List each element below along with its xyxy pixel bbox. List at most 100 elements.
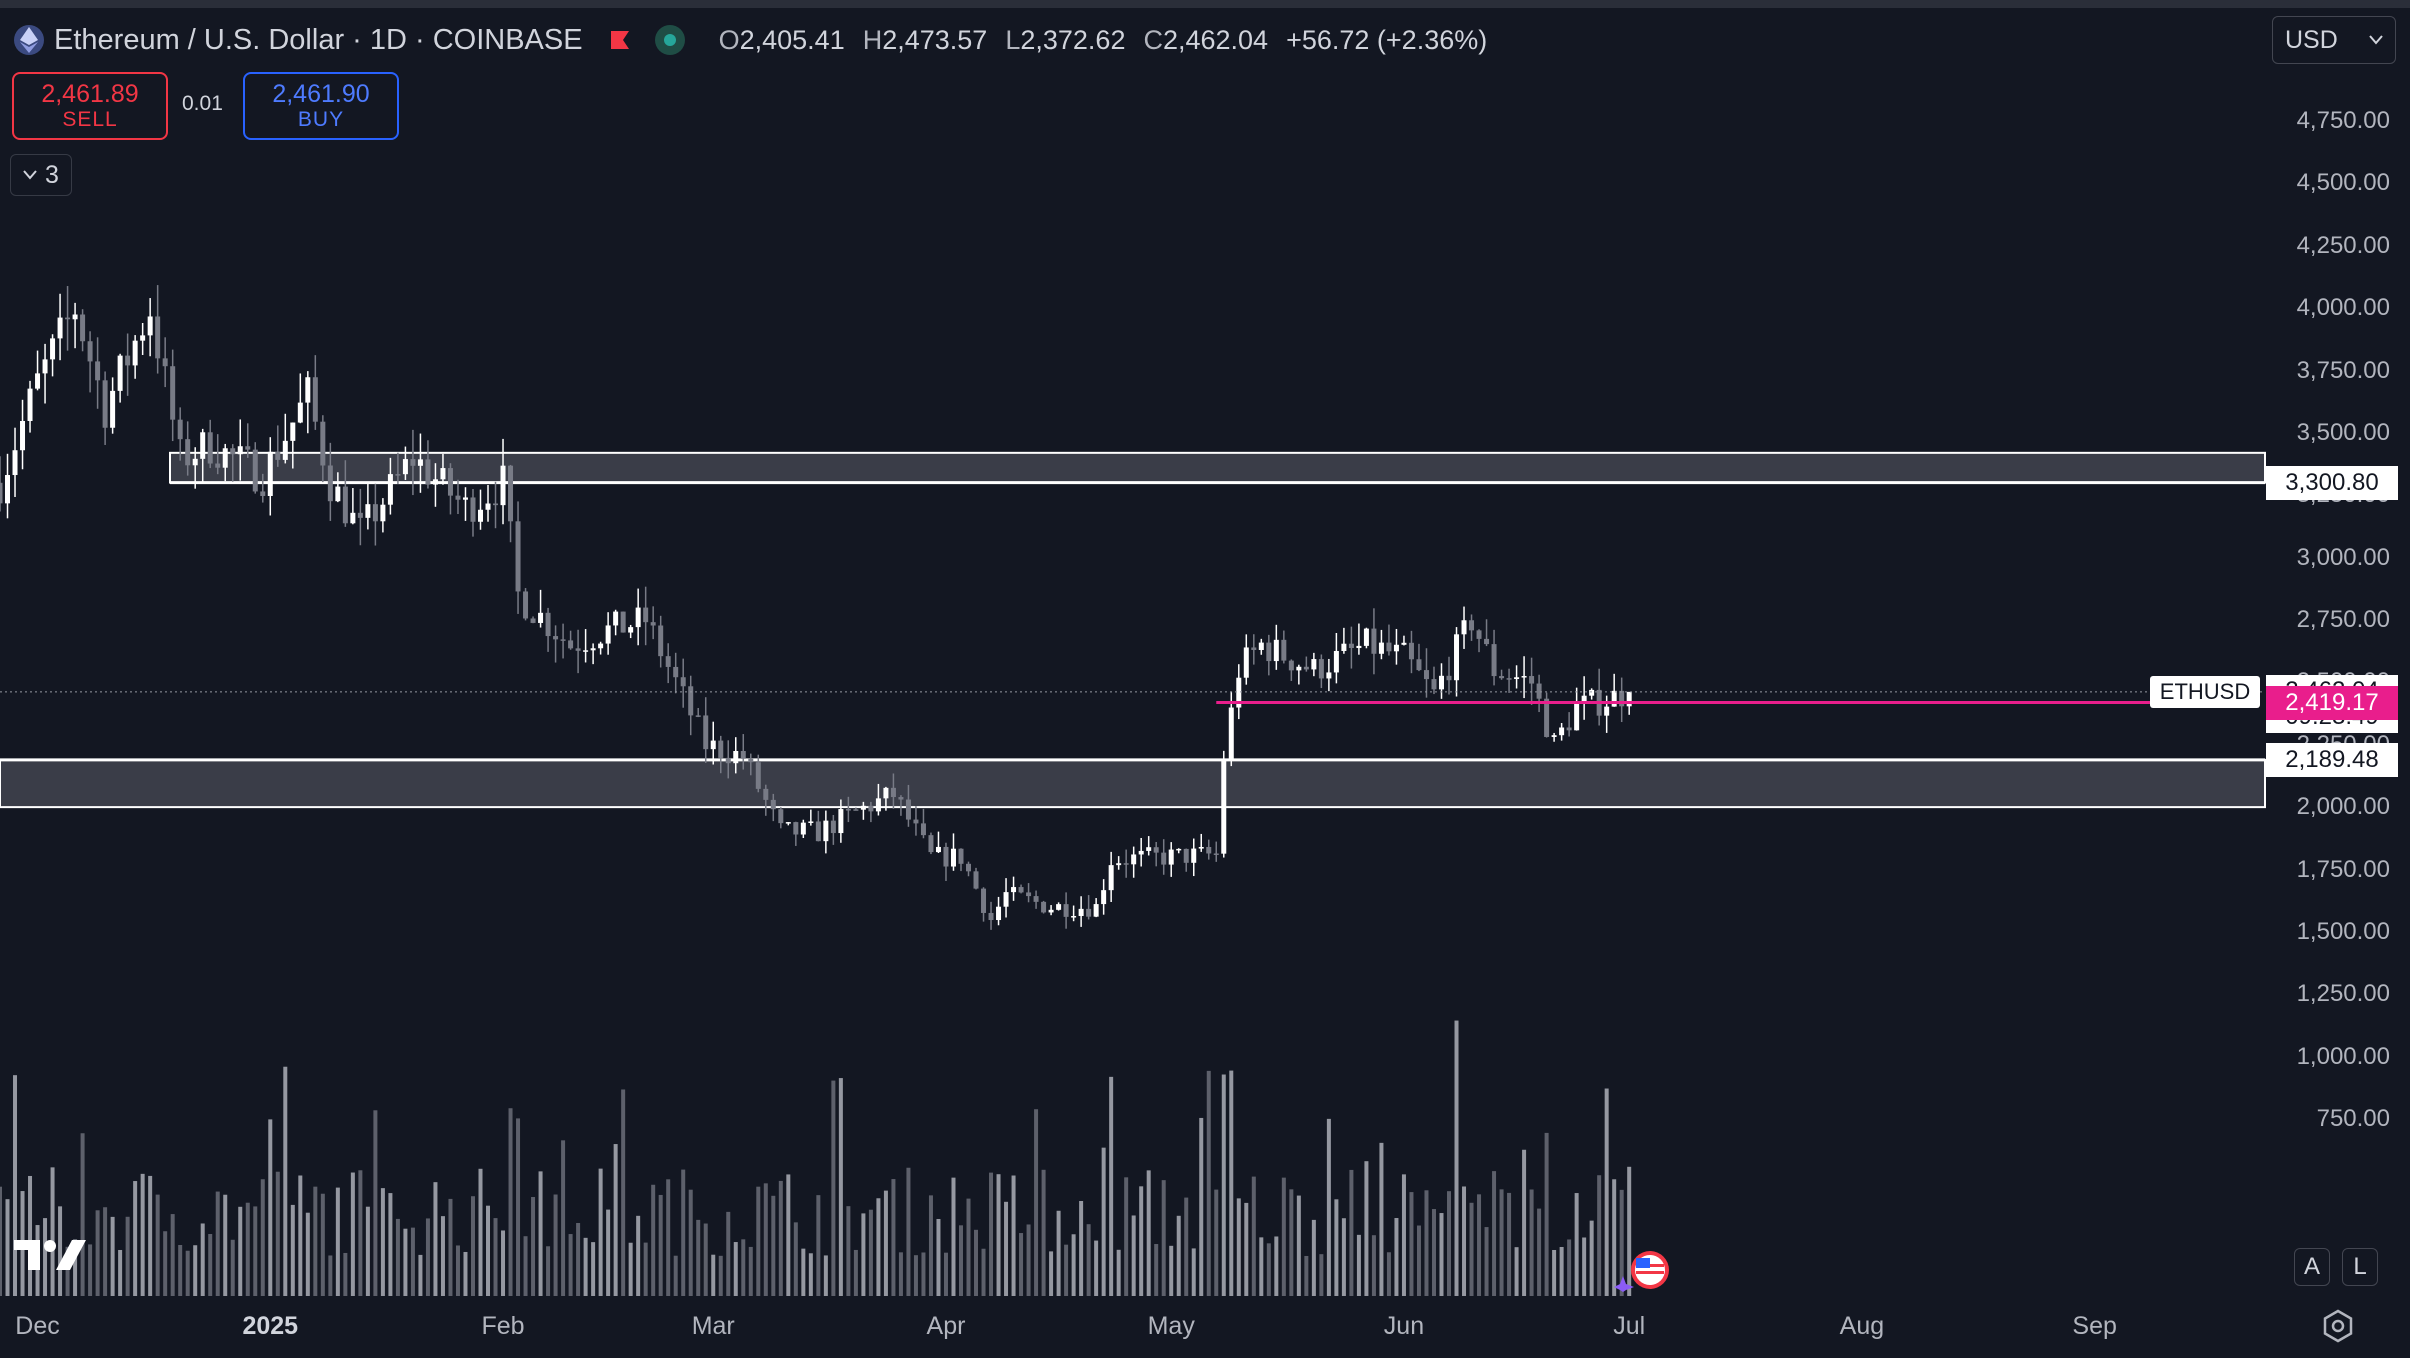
log-scale-button[interactable]: L	[2342, 1248, 2378, 1286]
candle-body	[845, 809, 851, 811]
candle-body	[1461, 620, 1467, 635]
volume-bar	[508, 1108, 513, 1296]
volume-bar	[208, 1233, 213, 1296]
candle-body	[327, 465, 333, 502]
candle-body	[380, 504, 386, 522]
volume-bar	[748, 1246, 753, 1296]
y-tick-label: 3,750.00	[2296, 356, 2390, 384]
candle-body	[763, 788, 769, 800]
volume-bar	[1116, 1249, 1121, 1296]
sell-button[interactable]: 2,461.89 SELL	[12, 72, 168, 140]
volume-bar	[328, 1255, 333, 1296]
candle-body	[530, 618, 536, 623]
volume-bar	[1522, 1149, 1527, 1296]
flag-icon[interactable]	[609, 29, 631, 51]
candle-body	[170, 366, 176, 420]
volume-bar	[756, 1186, 761, 1296]
volume-bar	[1424, 1190, 1429, 1296]
volume-bar	[1379, 1142, 1384, 1296]
candle-body	[1123, 863, 1129, 865]
candle-body	[1228, 707, 1234, 761]
candle-body	[1454, 634, 1460, 681]
candle-body	[875, 798, 881, 812]
volume-bar	[73, 1239, 78, 1296]
candle-body	[688, 686, 694, 716]
candle-body	[1101, 890, 1107, 905]
candle-body	[1146, 847, 1152, 851]
volume-bar	[936, 1218, 941, 1296]
volume-bar	[43, 1218, 48, 1296]
volume-bar	[1544, 1132, 1549, 1296]
x-tick-label: Jun	[1383, 1312, 1425, 1340]
x-tick-label: Sep	[2072, 1312, 2117, 1340]
symbol-title[interactable]: Ethereum / U.S. Dollar · 1D · COINBASE	[54, 23, 583, 56]
candle-body	[140, 335, 146, 341]
candle-body	[417, 459, 423, 466]
candle-body	[72, 314, 78, 320]
volume-bar	[118, 1249, 123, 1296]
candle-body	[778, 809, 784, 824]
candle-body	[57, 317, 63, 339]
volume-bar	[455, 1245, 460, 1296]
candle-body	[1341, 643, 1347, 651]
volume-bar	[741, 1239, 746, 1296]
volume-bar	[1214, 1189, 1219, 1296]
x-tick-label: Dec	[15, 1312, 60, 1340]
candle-body	[598, 643, 604, 649]
candle-body	[1536, 683, 1542, 699]
candle-body	[913, 819, 919, 824]
volume-bar	[831, 1080, 836, 1296]
candle-body	[1619, 690, 1625, 707]
volume-bar	[928, 1195, 933, 1296]
candle-body	[1363, 628, 1369, 646]
volume-bar	[1071, 1234, 1076, 1296]
candle-body	[447, 468, 453, 496]
volume-bar	[275, 1171, 280, 1296]
ethereum-icon	[14, 25, 44, 55]
candle-body	[620, 611, 626, 633]
buy-button[interactable]: 2,461.90 BUY	[243, 72, 399, 140]
volume-bar	[1184, 1197, 1189, 1296]
volume-bar	[58, 1206, 63, 1296]
volume-bar	[1311, 1219, 1316, 1296]
candle-body	[230, 448, 236, 455]
y-tick-label: 3,500.00	[2296, 418, 2390, 446]
volume-bar	[1409, 1192, 1414, 1296]
y-tick-label: 4,500.00	[2296, 169, 2390, 197]
symbol-header[interactable]: Ethereum / U.S. Dollar · 1D · COINBASE O…	[14, 20, 1487, 60]
candle-body	[1348, 643, 1354, 649]
indicators-toggle[interactable]: 3	[10, 154, 72, 196]
candle-body	[50, 338, 56, 360]
volume-bar	[523, 1236, 528, 1296]
volume-bar	[410, 1227, 415, 1296]
volume-bar	[853, 1249, 858, 1296]
volume-bar	[1131, 1215, 1136, 1296]
volume-bar	[1386, 1252, 1391, 1296]
candle-body	[207, 432, 213, 464]
volume-bar	[1349, 1169, 1354, 1296]
candle-body	[440, 468, 446, 480]
candle-body	[1078, 908, 1084, 917]
candle-body	[470, 497, 476, 522]
volume-bar	[1274, 1236, 1279, 1296]
volume-bar	[320, 1193, 325, 1296]
candle-body	[1604, 706, 1610, 716]
volume-bar	[1139, 1186, 1144, 1296]
candle-body	[462, 497, 468, 500]
candle-body	[628, 627, 634, 633]
volume-bar	[1529, 1189, 1534, 1296]
candle-body	[1589, 689, 1595, 696]
candle-body	[1221, 760, 1227, 854]
candle-body	[1011, 887, 1017, 893]
volume-bar	[771, 1195, 776, 1296]
currency-select[interactable]: USD	[2272, 16, 2396, 64]
candle-body	[1191, 848, 1197, 863]
us-flag-icon[interactable]	[1614, 1248, 1672, 1292]
volume-bar	[0, 1186, 2, 1296]
tradingview-logo[interactable]	[14, 1234, 86, 1274]
auto-scale-button[interactable]: A	[2294, 1248, 2330, 1286]
volume-bar	[418, 1254, 423, 1296]
gear-icon[interactable]	[2320, 1308, 2356, 1344]
volume-bar	[470, 1196, 475, 1296]
